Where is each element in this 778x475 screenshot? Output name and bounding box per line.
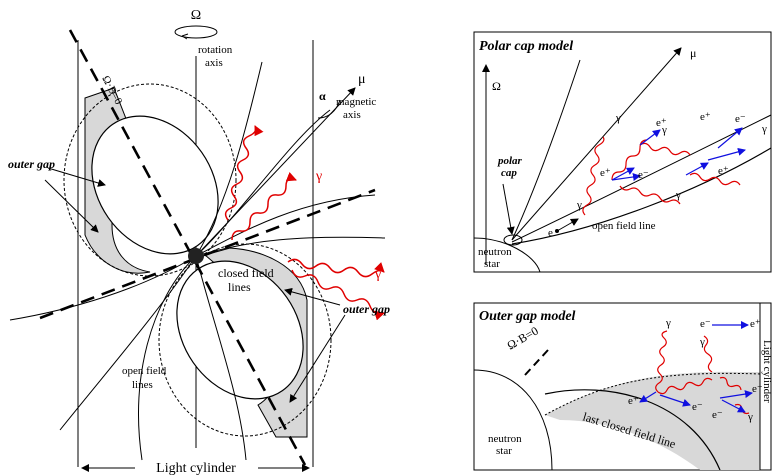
outer-pairs [639,321,753,413]
polar-eminus-label-1: e⁻ [638,169,649,181]
polar-eminus-label-2: e⁻ [735,113,746,125]
polar-cap-arrow [502,183,515,235]
outer-gap-upper-edge [544,372,761,416]
omega-label: Ω [191,8,201,23]
outer-eplus-label-3: e⁺ [752,383,763,395]
polar-star-label-1: neutron [478,246,512,258]
polar-gamma-label-5: γ [761,123,767,135]
polar-star-label-2: star [484,258,500,270]
polar-cap-label-2: cap [501,167,517,179]
closed-field-label-1: closed field [218,266,274,280]
polar-open-field-label: open field line [592,220,656,232]
polar-eplus-label-4: e⁺ [718,165,729,177]
outer-eplus-label-2: e⁺ [628,395,639,407]
outer-gap-panel: Outer gap model neutron star last closed… [473,302,773,471]
outer-eminus-label-3: e⁻ [712,409,723,421]
polar-star-edge [473,237,541,273]
neutron-star-dot [188,248,204,264]
polar-cap-label-1: polar [497,155,523,167]
polar-cap-title: Polar cap model [479,39,573,54]
rotation-arrowhead [181,33,189,40]
rotation-ellipse [174,25,218,39]
polar-eplus-label-1: e⁺ [600,167,611,179]
polar-electron-arrow [556,218,579,232]
closed-field-label-2: lines [228,280,251,294]
polar-electron-label: e [548,227,553,239]
polar-mu-axis [511,47,682,241]
outer-photons [655,330,750,415]
polar-pairs [611,127,746,181]
alpha-label: α [319,89,326,103]
light-cylinder-label: Light cylinder [156,461,236,475]
outer-star-label-2: star [496,445,512,457]
alpha-arc [317,99,341,119]
omega-b-zero-line [68,29,307,466]
gamma-label-lower: γ [374,267,381,282]
magnetic-label-2: axis [343,109,361,121]
open-field-lines [9,61,386,461]
open-field-label-2: lines [132,379,153,391]
outer-light-cylinder-label: Light cylinder [761,340,773,403]
magnetic-label-1: magnetic [336,96,376,108]
outer-gap-arrow-3 [289,314,346,403]
closed-loop-lower [176,260,304,400]
outer-star-label-1: neutron [488,433,522,445]
polar-cap-frame [473,31,772,273]
polar-eplus-label-3: e⁺ [700,111,711,123]
outer-gap-arrow-4 [284,287,341,306]
outer-gap-label-left: outer gap [8,157,55,171]
rotation-label-2: axis [205,57,223,69]
polar-eplus-label-2: e⁺ [656,117,667,129]
outer-gap-title: Outer gap model [479,309,576,324]
outer-gap-arrow-1 [47,167,106,187]
outer-eminus-label-1: e⁻ [700,318,711,330]
polar-gamma-label-4: γ [675,189,681,201]
outer-gamma-label-1: γ [665,317,671,329]
outer-gamma-label-3: γ [747,411,753,423]
outer-gap-label-right: outer gap [343,302,390,316]
polar-gamma-label-2: γ [615,112,621,124]
outer-eplus-label-1: e⁺ [750,318,761,330]
polar-field-line-1 [511,59,581,241]
polar-gamma-label-3: γ [661,124,667,136]
outer-gap-arrow-2 [44,179,99,233]
rotation-label-1: rotation [198,44,233,56]
mu-label: μ [358,72,366,87]
gamma-label-upper: γ [315,169,322,184]
polar-omega-label: Ω [492,79,501,93]
polar-photons [582,136,741,216]
dashed-loop-lower [158,243,332,437]
outer-gamma-label-2: γ [699,336,705,348]
polar-cap-panel: Polar cap model Ω neutron star μ polar c… [473,31,772,273]
outer-star-edge [473,369,553,471]
polar-cap-ellipse [503,234,523,246]
open-field-label-1: open field [122,365,167,377]
outer-omega-b-line [524,349,549,376]
gamma-rays-left [224,125,385,321]
outer-eminus-label-2: e⁻ [692,401,703,413]
polar-mu-label: μ [690,46,696,60]
left-diagram: Ω rotation axis Ω·B=0 α μ magnetic axis … [8,8,390,475]
polar-open-field-line [511,147,772,245]
omega-b-zero-line-2 [39,188,376,320]
polar-gamma-label-1: γ [576,199,582,211]
